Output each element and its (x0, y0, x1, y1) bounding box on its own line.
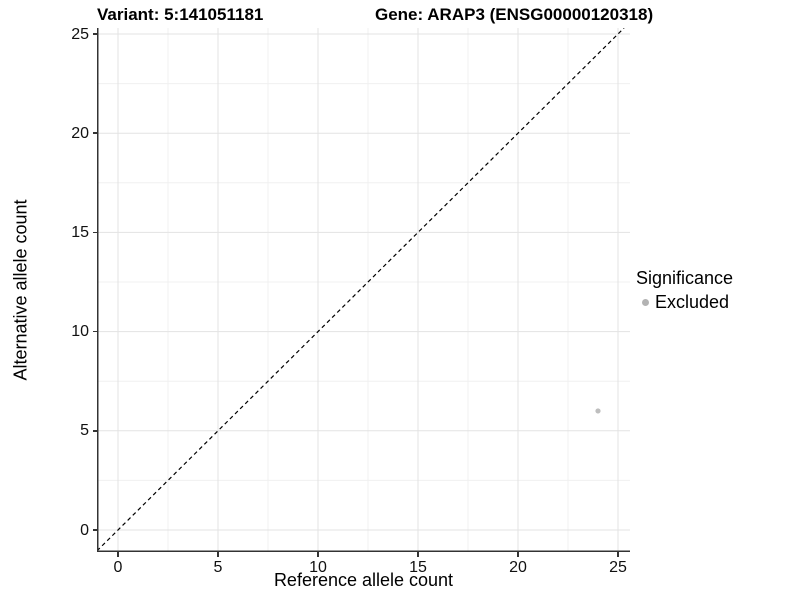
x-tick-mark (317, 552, 319, 557)
legend-items: Excluded (636, 292, 733, 313)
x-axis-title: Reference allele count (273, 570, 454, 590)
plot-canvas (96, 27, 630, 552)
y-tick-label: 25 (71, 25, 89, 43)
identity-reference-line (96, 27, 625, 552)
plot-title-gene: Gene: ARAP3 (ENSG00000120318) (375, 5, 654, 24)
y-tick-label: 0 (80, 521, 89, 539)
x-tick-mark (217, 552, 219, 557)
legend-item: Excluded (636, 292, 733, 313)
x-tick-mark (517, 552, 519, 557)
x-tick-mark (117, 552, 119, 557)
legend-title: Significance (636, 268, 734, 288)
y-tick-label: 20 (71, 124, 89, 142)
y-tick-label: 10 (71, 323, 89, 341)
legend-key-dot-icon (642, 299, 649, 306)
data-point (595, 408, 601, 414)
legend: Significance Excluded (636, 268, 733, 313)
y-axis-title: Alternative allele count (10, 199, 31, 381)
y-tick-label: 5 (80, 422, 89, 440)
x-tick-mark (417, 552, 419, 557)
plot-title-variant: Variant: 5:141051181 (97, 5, 264, 24)
plot-panel (96, 27, 630, 552)
y-tick-label: 15 (71, 223, 89, 241)
x-tick-mark (617, 552, 619, 557)
legend-item-label: Excluded (655, 292, 730, 312)
